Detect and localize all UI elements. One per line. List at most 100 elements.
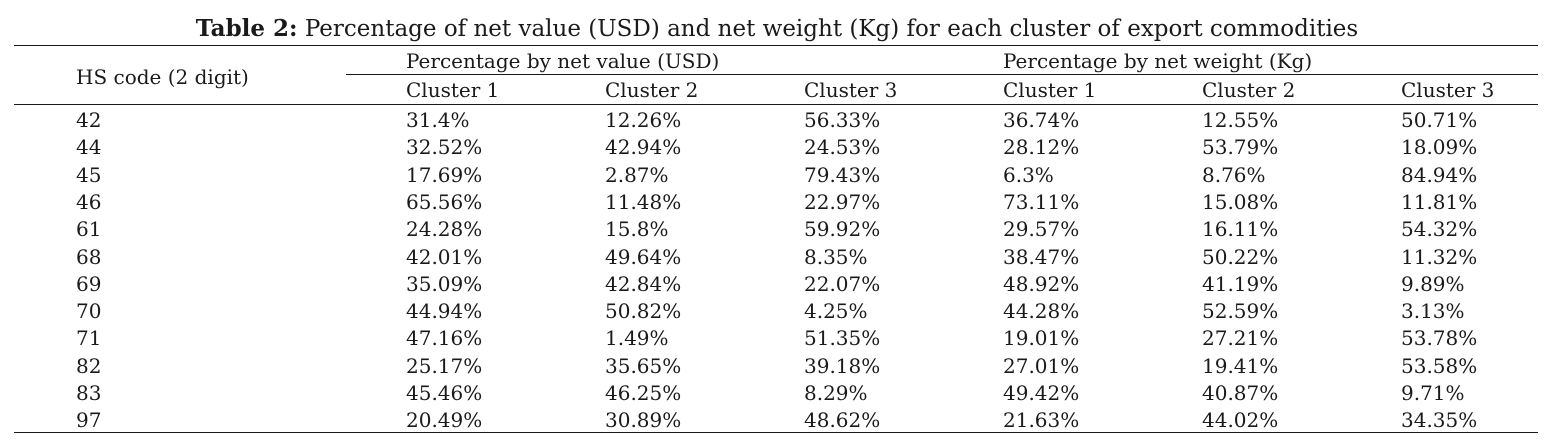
percentage-cell: 56.33% [804,108,881,132]
hs-code-cell: 83 [76,381,102,405]
hs-code-cell: 42 [76,108,102,132]
percentage-cell: 17.69% [406,162,483,187]
percentage-cell: 46.25% [605,381,682,405]
caption-label: Table 2: [195,15,298,42]
percentage-cell: 11.81% [1401,189,1478,214]
percentage-cell: 8.76% [1202,162,1266,187]
percentage-cell: 51.35% [804,326,881,351]
hs-code-cell: 69 [76,271,102,296]
column-header-value-cluster-2: Cluster 2 [605,78,699,102]
percentage-cell: 53.79% [1202,135,1279,160]
percentage-cell: 24.53% [804,135,881,160]
percentage-cell: 42.94% [605,135,682,160]
column-header-weight-cluster-2: Cluster 2 [1202,78,1296,102]
header-bottom-rule [14,104,1538,105]
percentage-cell: 9.89% [1401,271,1465,296]
percentage-cell: 50.22% [1202,244,1279,269]
percentage-cell: 44.28% [1003,299,1080,324]
percentage-cell: 84.94% [1401,162,1478,187]
percentage-cell: 44.02% [1202,408,1279,433]
percentage-cell: 59.92% [804,217,881,242]
percentage-cell: 22.07% [804,271,881,296]
percentage-cell: 40.87% [1202,381,1279,405]
percentage-cell: 12.26% [605,108,682,132]
percentage-cell: 1.49% [605,326,669,351]
percentage-cell: 31.4% [406,108,470,132]
percentage-cell: 29.57% [1003,217,1080,242]
percentage-cell: 53.58% [1401,353,1478,378]
percentage-cell: 65.56% [406,189,483,214]
percentage-cell: 22.97% [804,189,881,214]
percentage-cell: 30.89% [605,408,682,433]
hs-code-cell: 82 [76,353,102,378]
percentage-cell: 20.49% [406,408,483,433]
percentage-cell: 27.21% [1202,326,1279,351]
column-header-value-cluster-1: Cluster 1 [406,78,500,102]
percentage-cell: 9.71% [1401,381,1465,405]
percentage-cell: 34.35% [1401,408,1478,433]
percentage-cell: 15.8% [605,217,669,242]
percentage-cell: 18.09% [1401,135,1478,160]
percentage-cell: 21.63% [1003,408,1080,433]
percentage-cell: 38.47% [1003,244,1080,269]
top-rule [14,45,1538,46]
percentage-cell: 12.55% [1202,108,1279,132]
percentage-cell: 42.01% [406,244,483,269]
percentage-cell: 19.01% [1003,326,1080,351]
percentage-cell: 8.35% [804,244,868,269]
hs-code-cell: 46 [76,189,102,214]
percentage-cell: 8.29% [804,381,868,405]
percentage-cell: 49.42% [1003,381,1080,405]
stub-header: HS code (2 digit) [76,65,249,89]
percentage-cell: 28.12% [1003,135,1080,160]
table-caption: Table 2: Percentage of net value (USD) a… [0,14,1544,44]
percentage-cell: 49.64% [605,244,682,269]
percentage-cell: 16.11% [1202,217,1279,242]
percentage-cell: 50.82% [605,299,682,324]
hs-code-cell: 44 [76,135,102,160]
percentage-cell: 41.19% [1202,271,1279,296]
percentage-cell: 45.46% [406,381,483,405]
percentage-cell: 11.48% [605,189,682,214]
percentage-cell: 15.08% [1202,189,1279,214]
caption-text: Percentage of net value (USD) and net we… [304,16,1359,42]
hs-code-cell: 97 [76,408,102,433]
percentage-cell: 47.16% [406,326,483,351]
percentage-cell: 53.78% [1401,326,1478,351]
hs-code-cell: 45 [76,162,102,187]
bottom-rule [14,432,1538,433]
percentage-cell: 35.65% [605,353,682,378]
percentage-cell: 35.09% [406,271,483,296]
percentage-cell: 50.71% [1401,108,1478,132]
percentage-cell: 52.59% [1202,299,1279,324]
percentage-cell: 44.94% [406,299,483,324]
percentage-cell: 24.28% [406,217,483,242]
percentage-cell: 48.62% [804,408,881,433]
header-mid-rule [346,74,1538,75]
percentage-cell: 19.41% [1202,353,1279,378]
percentage-cell: 36.74% [1003,108,1080,132]
percentage-cell: 39.18% [804,353,881,378]
percentage-cell: 32.52% [406,135,483,160]
percentage-cell: 4.25% [804,299,868,324]
percentage-cell: 79.43% [804,162,881,187]
group-header-net-weight: Percentage by net weight (Kg) [1003,49,1313,73]
column-header-weight-cluster-3: Cluster 3 [1401,78,1495,102]
percentage-cell: 6.3% [1003,162,1054,187]
percentage-cell: 2.87% [605,162,669,187]
hs-code-cell: 71 [76,326,102,351]
hs-code-cell: 70 [76,299,102,324]
percentage-cell: 42.84% [605,271,682,296]
column-header-weight-cluster-1: Cluster 1 [1003,78,1097,102]
percentage-cell: 73.11% [1003,189,1080,214]
column-header-value-cluster-3: Cluster 3 [804,78,898,102]
percentage-cell: 25.17% [406,353,483,378]
group-header-net-value: Percentage by net value (USD) [406,49,720,73]
percentage-cell: 11.32% [1401,244,1478,269]
percentage-cell: 48.92% [1003,271,1080,296]
percentage-cell: 54.32% [1401,217,1478,242]
hs-code-cell: 68 [76,244,102,269]
percentage-cell: 3.13% [1401,299,1465,324]
percentage-cell: 27.01% [1003,353,1080,378]
hs-code-cell: 61 [76,217,102,242]
